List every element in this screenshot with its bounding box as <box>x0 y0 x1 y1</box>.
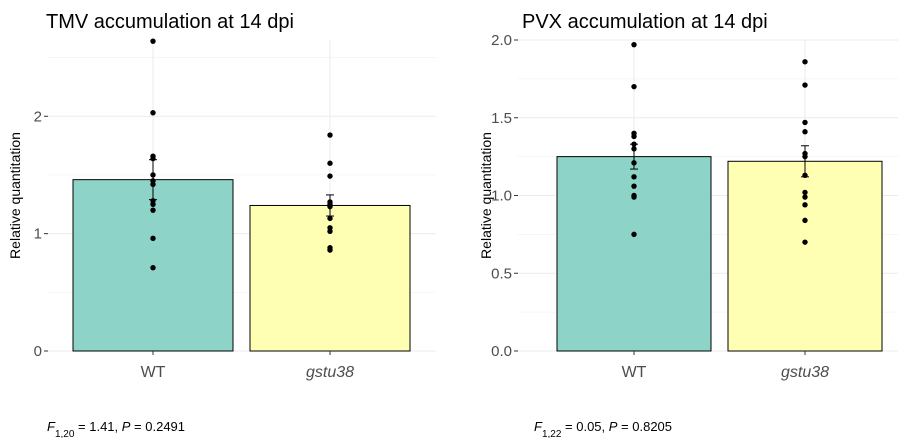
data-point <box>327 215 333 222</box>
data-point <box>802 239 808 245</box>
data-point <box>631 133 637 140</box>
chart-title: PVX accumulation at 14 dpi <box>522 11 768 33</box>
data-point <box>631 174 637 180</box>
y-axis-label: Relative quantitation <box>7 132 23 259</box>
data-point <box>631 83 637 90</box>
data-point <box>802 129 808 135</box>
data-point <box>802 82 808 88</box>
y-tick-label: 1.0 <box>491 188 512 205</box>
data-point <box>150 38 156 44</box>
data-point <box>802 59 808 65</box>
data-point <box>802 194 808 200</box>
data-point <box>631 194 637 200</box>
data-point <box>327 132 333 138</box>
data-point <box>631 183 637 189</box>
data-point <box>327 173 333 179</box>
x-tick-label: gstu38 <box>781 364 829 381</box>
x-tick-label: gstu38 <box>306 364 354 381</box>
y-tick-label: 0 <box>34 343 42 360</box>
data-point <box>802 202 808 208</box>
data-point <box>802 217 808 224</box>
data-point <box>327 160 333 166</box>
stat-annotation: F1,20 = 1.41, P = 0.2491 <box>47 419 185 438</box>
bar-wt <box>556 156 712 352</box>
data-point <box>327 247 333 253</box>
y-tick-label: 0.0 <box>491 343 512 360</box>
x-tick-label: WT <box>622 364 647 381</box>
data-point <box>150 235 156 242</box>
chart-pvx: 0.0 0.5 1.0 1.5 2.0 WT gstu38 PVX accumulation … <box>478 11 898 438</box>
data-point <box>150 201 156 208</box>
chart-title: TMV accumulation at 14 dpi <box>46 11 294 33</box>
data-point <box>631 231 637 238</box>
data-point <box>802 119 808 126</box>
y-tick-label: 0.5 <box>491 265 512 282</box>
chart-tmv: 0 1 2 WT gstu38 TMV accumulation at 14 dpi Rel… <box>7 11 436 438</box>
y-tick-label: 1 <box>34 226 42 243</box>
y-tick-label: 2.0 <box>491 32 512 49</box>
data-point <box>802 189 808 196</box>
y-tick-label: 1.5 <box>491 110 512 127</box>
data-point <box>327 228 333 234</box>
y-axis-label: Relative quantitation <box>478 132 494 259</box>
x-tick-label: WT <box>141 364 166 381</box>
stat-annotation: F1,22 = 0.05, P = 0.8205 <box>534 419 672 438</box>
data-point <box>150 207 156 213</box>
data-point <box>631 41 637 48</box>
y-tick-label: 2 <box>34 108 42 125</box>
data-point <box>150 110 156 116</box>
data-point <box>150 264 156 271</box>
